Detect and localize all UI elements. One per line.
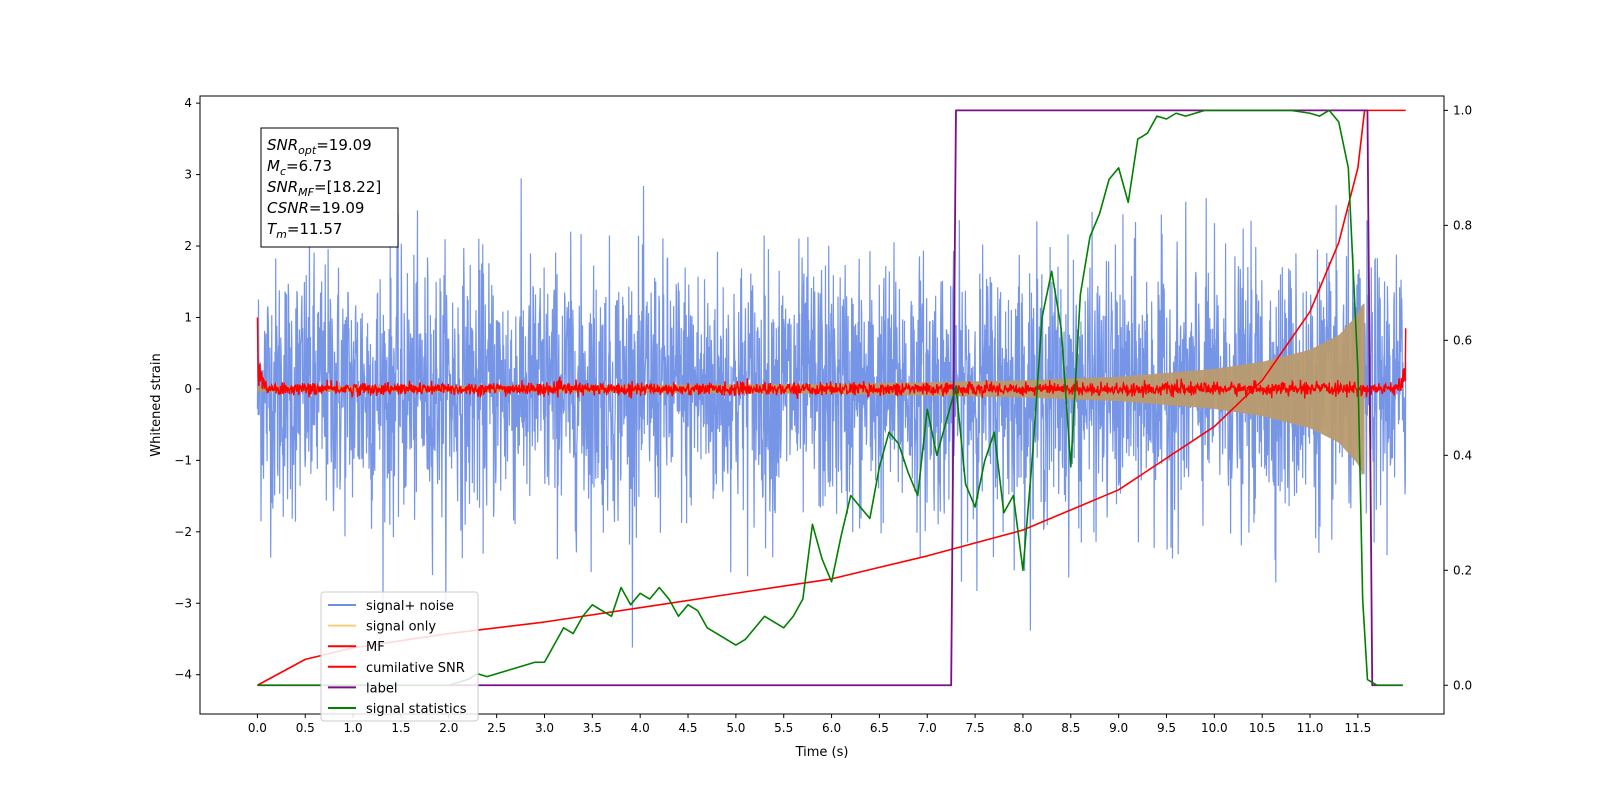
y-left-tick-label: −3 <box>174 596 192 610</box>
x-tick-label: 4.5 <box>678 721 697 735</box>
y-left-tick-label: −4 <box>174 668 192 682</box>
x-tick-label: 3.5 <box>583 721 602 735</box>
plot-frame <box>199 95 1445 715</box>
x-tick-label: 9.0 <box>1109 721 1128 735</box>
legend: signal+ noise signal only MF cumilative SNR… <box>320 591 479 722</box>
legend-frame <box>320 591 479 722</box>
annotation-frame <box>260 127 399 248</box>
legend-entry: signal only <box>366 620 436 635</box>
x-tick-label: 11.5 <box>1345 721 1372 735</box>
y-left-tick-label: 0 <box>184 382 192 396</box>
legend-entry: label <box>366 681 397 696</box>
annotation-line: SNRopt=19.09 <box>267 136 372 157</box>
x-tick-label: 5.0 <box>726 721 745 735</box>
annotation-line: Mc=6.73 <box>267 157 332 178</box>
y-right-tick-label: 0.6 <box>1453 333 1472 347</box>
y-right-tick-label: 0.4 <box>1453 448 1472 462</box>
x-tick-label: 3.0 <box>535 721 554 735</box>
y-right-tick-label: 0.0 <box>1453 678 1472 692</box>
x-tick-label: 1.0 <box>344 721 363 735</box>
series-signal-noise <box>256 178 1407 648</box>
x-tick-label: 1.5 <box>391 721 410 735</box>
y-axis-label: Whitened strain <box>149 353 164 456</box>
x-tick-label: 6.0 <box>822 721 841 735</box>
legend-entry: MF <box>366 640 385 655</box>
y-left-tick-label: −1 <box>174 453 192 467</box>
series-mf <box>256 317 1407 399</box>
x-axis: 0.0 0.5 1.0 1.5 2.0 2.5 3.0 3.5 4.0 4.5 5.0 5.5 6.0 6… <box>248 714 1371 735</box>
x-tick-label: 4.0 <box>631 721 650 735</box>
x-tick-label: 2.0 <box>439 721 458 735</box>
y-left-tick-label: 3 <box>184 168 192 182</box>
x-tick-label: 11.0 <box>1297 721 1324 735</box>
annotation-line: CSNR=19.09 <box>267 199 364 217</box>
x-tick-label: 8.5 <box>1061 721 1080 735</box>
y-axis-left: 4 3 2 1 0 −1 −2 −3 −4 <box>174 96 200 682</box>
series-signal-statistics <box>257 109 1403 687</box>
x-tick-label: 5.5 <box>774 721 793 735</box>
x-tick-label: 8.0 <box>1013 721 1032 735</box>
x-axis-label: Time (s) <box>795 745 849 760</box>
x-tick-label: 9.5 <box>1157 721 1176 735</box>
legend-entry: cumilative SNR <box>366 661 465 676</box>
x-tick-label: 10.0 <box>1201 721 1228 735</box>
x-tick-label: 6.5 <box>870 721 889 735</box>
legend-entry: signal+ noise <box>366 599 454 614</box>
x-tick-label: 0.0 <box>248 721 267 735</box>
x-tick-label: 7.0 <box>918 721 937 735</box>
y-right-tick-label: 0.2 <box>1453 563 1472 577</box>
x-tick-label: 10.5 <box>1249 721 1276 735</box>
x-tick-label: 7.5 <box>966 721 985 735</box>
x-tick-label: 2.5 <box>487 721 506 735</box>
y-left-tick-label: 4 <box>184 96 192 110</box>
x-tick-label: 0.5 <box>296 721 315 735</box>
series-signal-only <box>257 303 1365 475</box>
y-left-tick-label: 2 <box>184 239 192 253</box>
y-right-tick-label: 0.8 <box>1453 218 1472 232</box>
annotation-box: SNRopt=19.09Mc=6.73SNRMF=[18.22]CSNR=19.… <box>260 127 399 248</box>
legend-entry: signal statistics <box>366 702 467 717</box>
annotation-line: SNRMF=[18.22] <box>267 178 381 199</box>
y-left-tick-label: 1 <box>184 310 192 324</box>
y-left-tick-label: −2 <box>174 525 192 539</box>
y-right-tick-label: 1.0 <box>1453 103 1472 117</box>
annotation-line: Tm=11.57 <box>267 220 342 241</box>
y-axis-right: 1.0 0.8 0.6 0.4 0.2 0.0 <box>1444 103 1472 692</box>
